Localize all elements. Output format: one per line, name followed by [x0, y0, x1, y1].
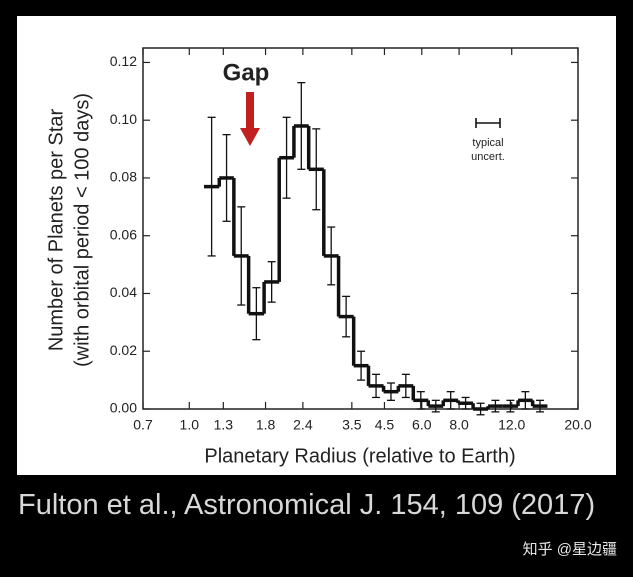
y-tick-label: 0.04: [110, 284, 137, 300]
error-bar: [342, 295, 351, 338]
error-bar: [327, 226, 336, 286]
error-bar: [446, 391, 455, 410]
error-bar: [476, 402, 485, 416]
error-bar: [267, 261, 276, 303]
uncert-label: typical: [472, 137, 503, 149]
y-tick-label: 0.02: [110, 342, 137, 358]
gap-annotation: Gap: [223, 59, 270, 86]
error-bar: [416, 391, 425, 410]
y-tick-label: 0.12: [110, 53, 137, 69]
error-bar: [431, 399, 440, 413]
error-bar: [372, 373, 381, 399]
x-tick-label: 2.4: [293, 417, 313, 433]
y-tick-label: 0.00: [110, 400, 137, 416]
error-bar: [297, 82, 306, 170]
error-bar: [491, 399, 500, 413]
y-tick-label: 0.08: [110, 169, 137, 185]
x-tick-label: 1.3: [214, 417, 234, 433]
x-tick-label: 20.0: [564, 417, 591, 433]
plot-frame: [142, 47, 579, 410]
error-bar: [357, 350, 366, 381]
x-tick-label: 1.8: [256, 417, 276, 433]
y-tick-label: 0.10: [110, 111, 137, 127]
error-bar: [252, 287, 261, 341]
x-axis-label: Planetary Radius (relative to Earth): [204, 445, 515, 467]
x-tick-label: 6.0: [412, 417, 432, 433]
y-tick-label: 0.06: [110, 226, 137, 242]
watermark: 知乎 @星边疆: [522, 541, 617, 558]
caption: Fulton et al., Astronomical J. 154, 109 …: [18, 489, 596, 521]
error-bar: [401, 373, 410, 399]
x-tick-label: 1.0: [180, 417, 200, 433]
x-tick-label: 3.5: [342, 417, 362, 433]
x-tick-label: 8.0: [449, 417, 469, 433]
uncert-bar: [475, 118, 501, 128]
gap-arrow: [240, 92, 260, 146]
arrow-shaft: [246, 92, 254, 130]
y-axis-label-line: (with orbital period < 100 days): [71, 93, 93, 367]
arrow-head: [240, 128, 260, 146]
error-bar: [312, 128, 321, 211]
x-tick-label: 0.7: [133, 417, 153, 433]
y-axis-label: Number of Planets per Star (with orbital…: [45, 93, 93, 367]
y-axis-label-line: Number of Planets per Star: [45, 108, 67, 351]
error-bar: [237, 206, 246, 306]
x-tick-label: 12.0: [498, 417, 525, 433]
error-bar: [222, 133, 231, 222]
error-bar: [461, 396, 470, 410]
uncert-label: uncert.: [471, 151, 505, 163]
error-bar: [506, 399, 515, 413]
error-bar: [536, 399, 545, 413]
x-tick-label: 4.5: [375, 417, 395, 433]
panel: [17, 16, 616, 475]
error-bar: [386, 382, 395, 401]
error-bar: [282, 116, 291, 199]
error-bar: [207, 116, 216, 257]
error-bar: [521, 391, 530, 410]
